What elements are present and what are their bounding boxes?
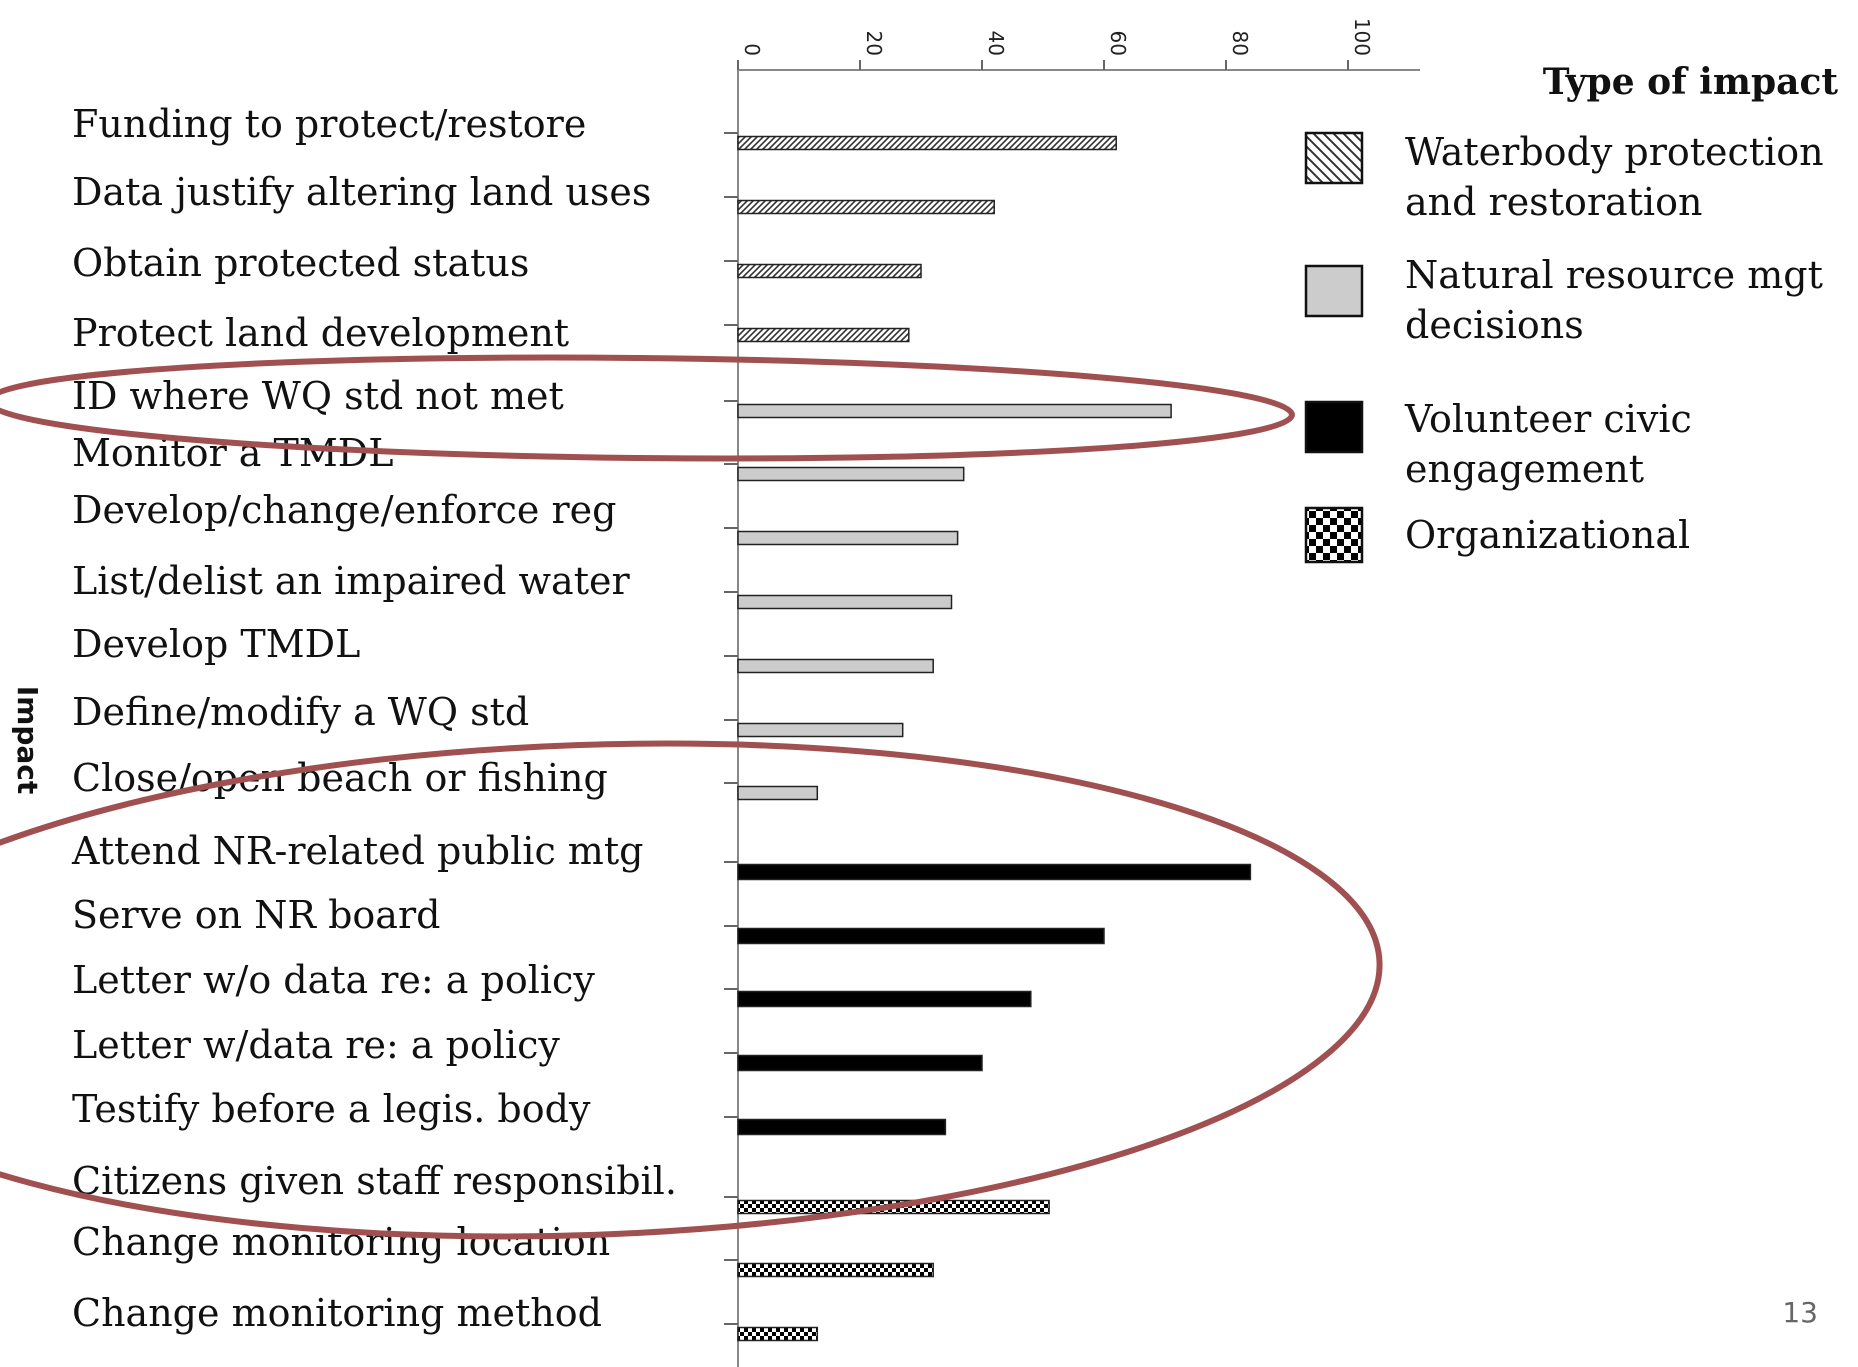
bar bbox=[737, 403, 1172, 419]
category-label: Obtain protected status bbox=[72, 241, 529, 285]
legend-swatch bbox=[1304, 400, 1364, 454]
legend-label: and restoration bbox=[1405, 180, 1702, 224]
category-label: Develop TMDL bbox=[72, 622, 360, 666]
category-label: Serve on NR board bbox=[72, 893, 440, 937]
category-label: Define/modify a WQ std bbox=[72, 690, 529, 734]
category-label: Change monitoring method bbox=[72, 1291, 602, 1335]
legend-label: Natural resource mgt bbox=[1405, 253, 1823, 297]
highlight-ellipse bbox=[0, 354, 1295, 462]
category-label: Change monitoring location bbox=[72, 1220, 610, 1264]
legend-title: Type of impact bbox=[1543, 61, 1839, 103]
x-tick-label: 60 bbox=[1106, 31, 1130, 56]
legend-label: decisions bbox=[1405, 303, 1584, 347]
x-tick-label: 0 bbox=[740, 43, 764, 56]
page-number: 13 bbox=[1782, 1296, 1818, 1329]
legend-swatch bbox=[1304, 264, 1364, 318]
category-label: Monitor a TMDL bbox=[72, 431, 394, 475]
annotations bbox=[0, 354, 1383, 1240]
legend-swatch bbox=[1304, 506, 1364, 564]
bar bbox=[737, 785, 819, 801]
category-label: Protect land development bbox=[72, 311, 569, 355]
category-label: Develop/change/enforce reg bbox=[72, 488, 616, 532]
legend-swatch bbox=[1304, 131, 1364, 185]
category-label: Funding to protect/restore bbox=[72, 102, 586, 146]
legend-label: engagement bbox=[1405, 447, 1644, 491]
bar bbox=[737, 594, 953, 610]
x-tick-label: 40 bbox=[984, 31, 1008, 56]
legend-label: Volunteer civic bbox=[1404, 397, 1692, 441]
bar bbox=[737, 135, 1117, 151]
category-label: Citizens given staff responsibil. bbox=[72, 1159, 677, 1203]
legend-label: Waterbody protection bbox=[1405, 130, 1824, 174]
bar bbox=[737, 263, 922, 279]
category-labels: Funding to protect/restore Data justify a… bbox=[71, 102, 677, 1335]
highlight-ellipse bbox=[0, 740, 1383, 1240]
y-axis-title: Impact bbox=[11, 686, 44, 795]
category-label: Testify before a legis. body bbox=[72, 1087, 591, 1131]
legend: Type of impact Waterbody protection and re… bbox=[1304, 61, 1839, 564]
category-label: Attend NR-related public mtg bbox=[71, 829, 643, 873]
category-label: Data justify altering land uses bbox=[72, 170, 651, 214]
bar bbox=[737, 927, 1105, 945]
bar bbox=[737, 990, 1032, 1008]
bar bbox=[737, 466, 965, 482]
bar bbox=[737, 722, 904, 738]
category-label: ID where WQ std not met bbox=[72, 374, 564, 418]
bar bbox=[737, 1262, 934, 1278]
legend-label: Organizational bbox=[1405, 513, 1690, 557]
category-label: Letter w/o data re: a policy bbox=[72, 958, 595, 1002]
bar bbox=[737, 327, 910, 343]
bar bbox=[737, 1326, 819, 1342]
bar bbox=[737, 658, 934, 674]
bar bbox=[737, 199, 995, 215]
bars bbox=[737, 135, 1252, 1342]
x-tick-label: 100 bbox=[1350, 18, 1374, 56]
bar bbox=[737, 1118, 947, 1136]
x-tick-label: 80 bbox=[1228, 31, 1252, 56]
bar bbox=[737, 530, 959, 546]
bar bbox=[737, 1054, 983, 1072]
bar bbox=[737, 863, 1252, 881]
axes: 0 20 40 60 80 100 bbox=[724, 18, 1420, 1367]
category-label: List/delist an impaired water bbox=[72, 559, 630, 603]
category-label: Letter w/data re: a policy bbox=[72, 1023, 560, 1067]
x-tick-label: 20 bbox=[862, 31, 886, 56]
